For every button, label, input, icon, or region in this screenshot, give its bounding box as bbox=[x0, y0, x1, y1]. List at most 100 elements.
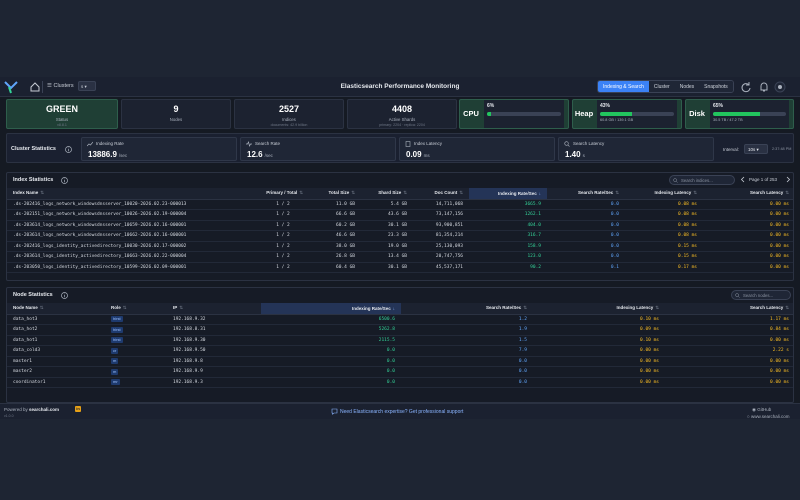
chat-icon bbox=[331, 408, 338, 415]
col-index-name[interactable]: Index Name ⇅ bbox=[7, 188, 257, 200]
col-search-latency[interactable]: Search Latency ⇅ bbox=[703, 188, 793, 200]
node-search-input[interactable]: Search nodes... bbox=[731, 290, 791, 300]
role-cell: m bbox=[105, 356, 167, 367]
linkedin-icon[interactable]: in bbox=[75, 406, 81, 412]
col-shard-size[interactable]: Shard Size ⇅ bbox=[361, 188, 413, 200]
index-cell: 1 / 2 bbox=[257, 220, 309, 231]
node-cell: 2.22 s bbox=[665, 345, 793, 357]
node-cell: 0.84 ms bbox=[665, 324, 793, 336]
index-cell: 25,130,093 bbox=[413, 241, 469, 252]
theme-toggle-icon[interactable] bbox=[774, 81, 786, 93]
index-cell: .ds-202416_logs_identity_activedirectory… bbox=[7, 241, 257, 252]
footer: Powered by searchali.com in v1.0.0 Need … bbox=[0, 403, 800, 419]
index-cell: 0.0 bbox=[547, 199, 625, 210]
index-table-row[interactable]: .ds-203614_logs_network_windowsdnsserver… bbox=[7, 220, 793, 231]
tab-nodes[interactable]: Nodes bbox=[674, 81, 700, 92]
github-link[interactable]: ◉ GitHub bbox=[752, 407, 772, 412]
indices-count: 2527 bbox=[278, 104, 300, 114]
node-table-row[interactable]: data_hot2 hirst 192.168.8.31 5262.8 1.9 0.09 … bbox=[7, 324, 793, 336]
index-cell: 0.08 ms bbox=[625, 220, 703, 231]
index-pager: Page 1 of 253 bbox=[749, 177, 778, 182]
index-table-row[interactable]: .ds-202416_logs_network_windowsdnsserver… bbox=[7, 199, 793, 210]
role-cell: cr bbox=[105, 345, 167, 357]
col-node-search-latency[interactable]: Search Latency ⇅ bbox=[665, 303, 793, 315]
col-total-size[interactable]: Total Size ⇅ bbox=[309, 188, 361, 200]
header-bar: ☰ Clusters s ▾ Elasticsearch Performance… bbox=[0, 77, 800, 97]
app-window: ☰ Clusters s ▾ Elasticsearch Performance… bbox=[0, 77, 800, 419]
col-node-indexing-latency[interactable]: Indexing Latency ⇅ bbox=[533, 303, 665, 315]
website-link[interactable]: ○ www.searchali.com bbox=[747, 414, 790, 419]
support-link[interactable]: Need Elasticsearch expertise? Get profes… bbox=[340, 409, 464, 415]
clusters-label: ☰ Clusters bbox=[47, 83, 74, 89]
interval-select[interactable]: 10s ▾ bbox=[744, 144, 768, 154]
index-table-row[interactable]: .ds-202416_logs_identity_activedirectory… bbox=[7, 241, 793, 252]
cluster-select[interactable]: s ▾ bbox=[78, 81, 96, 91]
info-icon[interactable] bbox=[61, 177, 68, 184]
app-version: v1.0.0 bbox=[4, 414, 14, 418]
brand-link[interactable]: searchali.com bbox=[29, 407, 60, 412]
node-cell: master2 bbox=[7, 366, 105, 378]
col-node-search-rate[interactable]: Search Rate/Sec ⇅ bbox=[401, 303, 533, 315]
shards-label: Active Shards bbox=[388, 117, 416, 122]
col-node-name[interactable]: Node Name ⇅ bbox=[7, 303, 105, 315]
tab-snapshots[interactable]: Snapshots bbox=[699, 81, 733, 92]
index-cell: 3665.9 bbox=[469, 199, 547, 210]
col-node-indexing-rate[interactable]: Indexing Rate/Sec ↓ bbox=[261, 303, 401, 315]
index-table-row[interactable]: .ds-202151_logs_network_windowsdnsserver… bbox=[7, 209, 793, 221]
col-ip[interactable]: IP ⇅ bbox=[167, 303, 261, 315]
index-cell: 66.6 GB bbox=[309, 209, 361, 221]
node-table-row[interactable]: master1 m 192.168.9.8 0.0 0.0 0.00 ms 0.00 ms bbox=[7, 356, 793, 367]
node-table-row[interactable]: master2 m 192.168.9.9 0.0 0.0 0.00 ms 0.00 ms bbox=[7, 366, 793, 378]
col-indexing-latency[interactable]: Indexing Latency ⇅ bbox=[625, 188, 703, 200]
index-cell: 316.7 bbox=[469, 230, 547, 242]
index-table-row[interactable]: .ds-203614_logs_network_windowsdnsserver… bbox=[7, 230, 793, 242]
search-icon bbox=[564, 141, 570, 147]
refresh-icon[interactable] bbox=[740, 81, 752, 93]
tab-cluster[interactable]: Cluster bbox=[648, 81, 675, 92]
search-rate-metric: Search Rate 12.6/sec bbox=[240, 137, 396, 161]
node-cell: 0.0 bbox=[261, 366, 401, 378]
index-cell: 0.00 ms bbox=[703, 220, 793, 231]
node-cell: 2115.5 bbox=[261, 335, 401, 346]
home-icon[interactable] bbox=[29, 81, 41, 93]
node-table-row[interactable]: coordinator1 mr 192.168.9.3 0.0 0.0 0.00 ms 0.… bbox=[7, 377, 793, 388]
col-primary-total[interactable]: Primary / Total ⇅ bbox=[257, 188, 309, 200]
search-rate-value: 12.6/sec bbox=[247, 150, 273, 159]
index-cell: 81,354,214 bbox=[413, 230, 469, 242]
heap-body: 43% 60.8 GB / 139.1 GB bbox=[597, 100, 677, 128]
index-table-row[interactable]: .ds-203050_logs_identity_activedirectory… bbox=[7, 262, 793, 273]
node-cell: 192.168.9.8 bbox=[167, 356, 261, 367]
cluster-health-value: GREEN bbox=[45, 104, 78, 114]
info-icon[interactable] bbox=[65, 146, 72, 153]
bell-icon[interactable] bbox=[758, 81, 770, 93]
chevron-right-icon[interactable] bbox=[785, 176, 791, 183]
index-table-header: Index Name ⇅ Primary / Total ⇅ Total Size ⇅… bbox=[7, 188, 793, 200]
index-search-input[interactable]: Search indices... bbox=[669, 175, 735, 185]
chevron-left-icon[interactable] bbox=[740, 176, 746, 183]
node-table-row[interactable]: data_hot3 hirst 192.168.9.32 6500.6 1.2 0.10 … bbox=[7, 314, 793, 325]
disk-bar-fill bbox=[713, 112, 761, 116]
indices-documents: documents: 42.9 billion bbox=[270, 123, 308, 127]
col-role[interactable]: Role ⇅ bbox=[105, 303, 167, 315]
cluster-statistics-panel: Cluster Statistics Indexing Rate 13886.9… bbox=[6, 133, 794, 163]
index-cell: .ds-203614_logs_network_windowsdnsserver… bbox=[7, 220, 257, 231]
info-icon[interactable] bbox=[61, 292, 68, 299]
node-table-row[interactable]: data_hot1 hirst 192.168.9.30 2115.5 1.5 0.10 … bbox=[7, 335, 793, 346]
node-cell: 0.00 ms bbox=[533, 366, 665, 378]
node-cell: 1.9 bbox=[401, 324, 533, 336]
index-table-row[interactable]: .ds-203614_logs_identity_activedirectory… bbox=[7, 251, 793, 263]
cpu-label: CPU bbox=[463, 109, 479, 118]
node-cell: 0.00 ms bbox=[533, 345, 665, 357]
col-indexing-rate[interactable]: Indexing Rate/Sec ↓ bbox=[469, 188, 547, 200]
index-cell: 1 / 2 bbox=[257, 230, 309, 242]
node-cell: 0.0 bbox=[401, 377, 533, 388]
node-cell: data_hot1 bbox=[7, 335, 105, 346]
col-search-rate[interactable]: Search Rate/Sec ⇅ bbox=[547, 188, 625, 200]
node-table-row[interactable]: data_cold3 cr 192.168.9.50 0.0 7.9 0.00 ms 2.2… bbox=[7, 345, 793, 357]
index-cell: 0.00 ms bbox=[703, 230, 793, 242]
col-doc-count[interactable]: Doc Count ⇅ bbox=[413, 188, 469, 200]
index-cell: 404.0 bbox=[469, 220, 547, 231]
tab-indexing-search[interactable]: Indexing & Search bbox=[598, 81, 649, 92]
nodes-label: Nodes bbox=[169, 117, 183, 122]
index-cell: 0.00 ms bbox=[703, 262, 793, 273]
